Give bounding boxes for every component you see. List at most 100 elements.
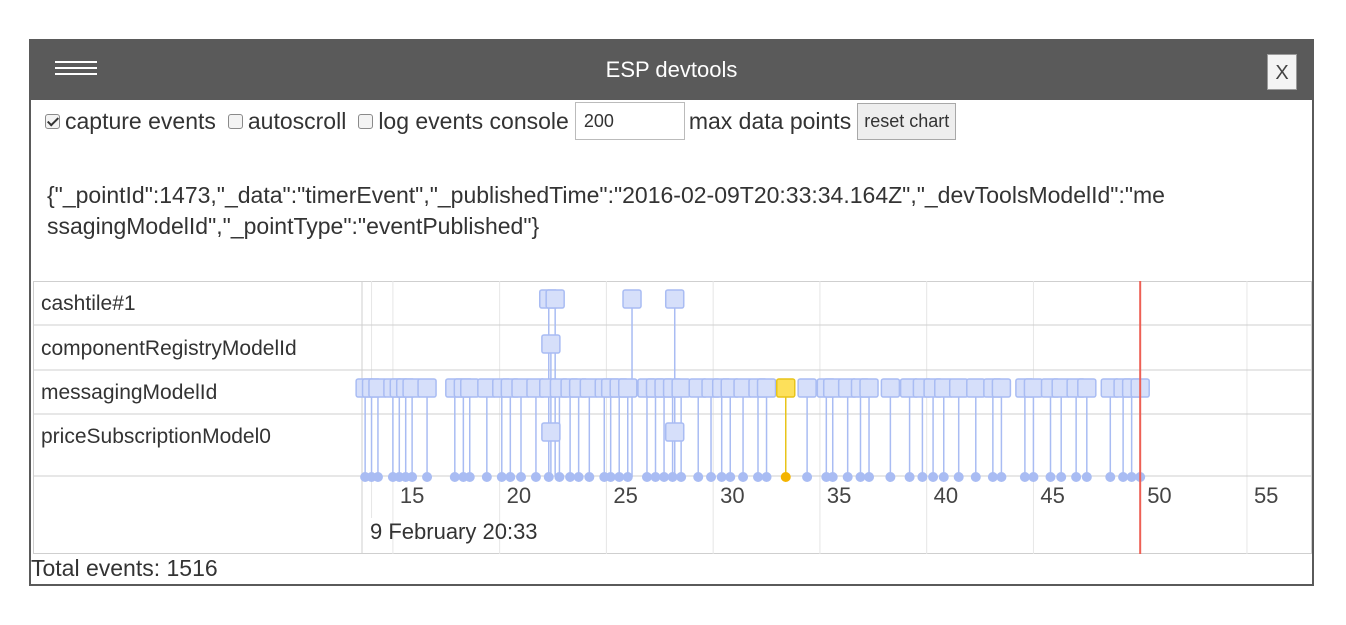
x-tick-label: 40 [934, 483, 958, 508]
event-point [541, 334, 561, 354]
event-baseline-dot [650, 472, 661, 482]
event-point [1023, 378, 1044, 398]
event-baseline-dot [505, 472, 516, 482]
event-baseline-dot [725, 472, 736, 482]
event-point [966, 378, 986, 398]
event-baseline-dot [1019, 472, 1030, 482]
event-baseline-dot [543, 472, 554, 482]
reset-chart-button[interactable]: reset chart [857, 102, 957, 140]
log-events-console-label: log events console [378, 107, 569, 134]
window-title: ESP devtools [605, 57, 738, 82]
close-button[interactable]: X [1267, 54, 1297, 90]
log-events-console-checkbox[interactable] [358, 113, 374, 129]
event-baseline-dot [761, 472, 772, 482]
event-baseline-dot [614, 472, 625, 482]
event-baseline-dot [738, 472, 749, 482]
event-baseline-dot [667, 472, 678, 482]
event-point [859, 378, 879, 398]
event-baseline-dot [1118, 472, 1129, 482]
event-point [622, 289, 642, 309]
x-tick-label: 55 [1254, 483, 1278, 508]
event-details-text: {"_pointId":1473,"_data":"timerEvent","_… [47, 182, 1165, 239]
event-baseline-dot [372, 472, 383, 482]
x-tick-label: 50 [1147, 483, 1171, 508]
event-baseline-dot [855, 472, 866, 482]
event-point [756, 378, 777, 398]
event-baseline-dot [904, 472, 915, 482]
row-label: messagingModelId [41, 381, 217, 404]
row-label: componentRegistryModelId [41, 337, 297, 360]
event-baseline-dot [641, 472, 652, 482]
event-baseline-dot [928, 472, 939, 482]
event-baseline-dot [917, 472, 928, 482]
event-baseline-dot [605, 472, 616, 482]
menu-icon[interactable] [55, 61, 99, 81]
event-baseline-dot [573, 472, 584, 482]
event-point [671, 378, 691, 398]
capture-events-checkbox[interactable] [45, 113, 60, 129]
event-point [797, 378, 817, 398]
event-point [664, 422, 685, 442]
event-baseline-dot [676, 472, 687, 482]
capture-events-label: capture events [65, 107, 216, 134]
event-point [417, 378, 437, 398]
event-baseline-dot [938, 472, 949, 482]
autoscroll-label: autoscroll [247, 107, 347, 134]
event-baseline-dot [716, 472, 727, 482]
event-baseline-dot [753, 472, 763, 482]
row-label: cashtile#1 [41, 292, 136, 315]
event-baseline-dot [622, 472, 633, 482]
x-tick-label: 30 [720, 483, 744, 508]
row-label: priceSubscriptionModel0 [41, 425, 271, 448]
event-point [545, 289, 565, 309]
max-data-points-input[interactable] [574, 102, 685, 140]
x-tick-label: 20 [507, 483, 531, 508]
x-tick-label: 35 [827, 483, 851, 508]
event-baseline-dot [987, 472, 998, 482]
event-baseline-dot [1028, 472, 1039, 482]
event-baseline-dot [530, 472, 541, 482]
event-baseline-dot [1105, 472, 1116, 482]
x-tick-label: 25 [613, 483, 637, 508]
event-baseline-dot [953, 472, 964, 482]
event-point [991, 378, 1012, 398]
event-baseline-dot [659, 472, 670, 482]
event-baseline-dot [827, 472, 838, 482]
event-baseline-dot [407, 472, 418, 482]
event-baseline-dot [706, 472, 717, 482]
event-point [541, 422, 561, 442]
event-baseline-dot [1126, 472, 1137, 482]
event-baseline-dot [1045, 472, 1056, 482]
event-baseline-dot [780, 472, 791, 482]
event-baseline-dot [970, 472, 981, 482]
event-baseline-dot [481, 472, 492, 482]
event-point [664, 289, 685, 309]
event-baseline-dot [1081, 472, 1092, 482]
event-baseline-dot [422, 472, 433, 482]
event-baseline-dot [802, 472, 813, 482]
event-baseline-dot [885, 472, 896, 482]
event-baseline-dot [464, 472, 475, 482]
max-data-points-label: max data points [688, 107, 852, 134]
total-events-label: Total events: 1516 [31, 555, 218, 581]
event-point [1077, 378, 1097, 398]
event-baseline-dot [565, 472, 576, 482]
event-baseline-dot [554, 472, 565, 482]
autoscroll-checkbox[interactable] [227, 113, 243, 129]
event-baseline-dot [842, 472, 853, 482]
event-baseline-dot [584, 472, 595, 482]
devtools-window: ESP devtools X capture events autoscroll… [29, 39, 1314, 586]
event-baseline-dot [1056, 472, 1067, 482]
event-baseline-dot [693, 472, 704, 482]
x-tick-label: 15 [400, 483, 424, 508]
event-point [880, 378, 901, 398]
event-point [948, 378, 969, 398]
title-bar: ESP devtools X [31, 41, 1312, 100]
event-baseline-dot [516, 472, 526, 482]
event-timeline-chart[interactable]: cashtile#1 componentRegistryModelId messag… [33, 281, 1312, 556]
selected-event-point [776, 378, 796, 398]
controls-bar: capture events autoscroll log events con… [45, 100, 957, 142]
event-baseline-dot [496, 472, 507, 482]
event-point [460, 378, 480, 398]
x-tick-label: 45 [1040, 483, 1064, 508]
